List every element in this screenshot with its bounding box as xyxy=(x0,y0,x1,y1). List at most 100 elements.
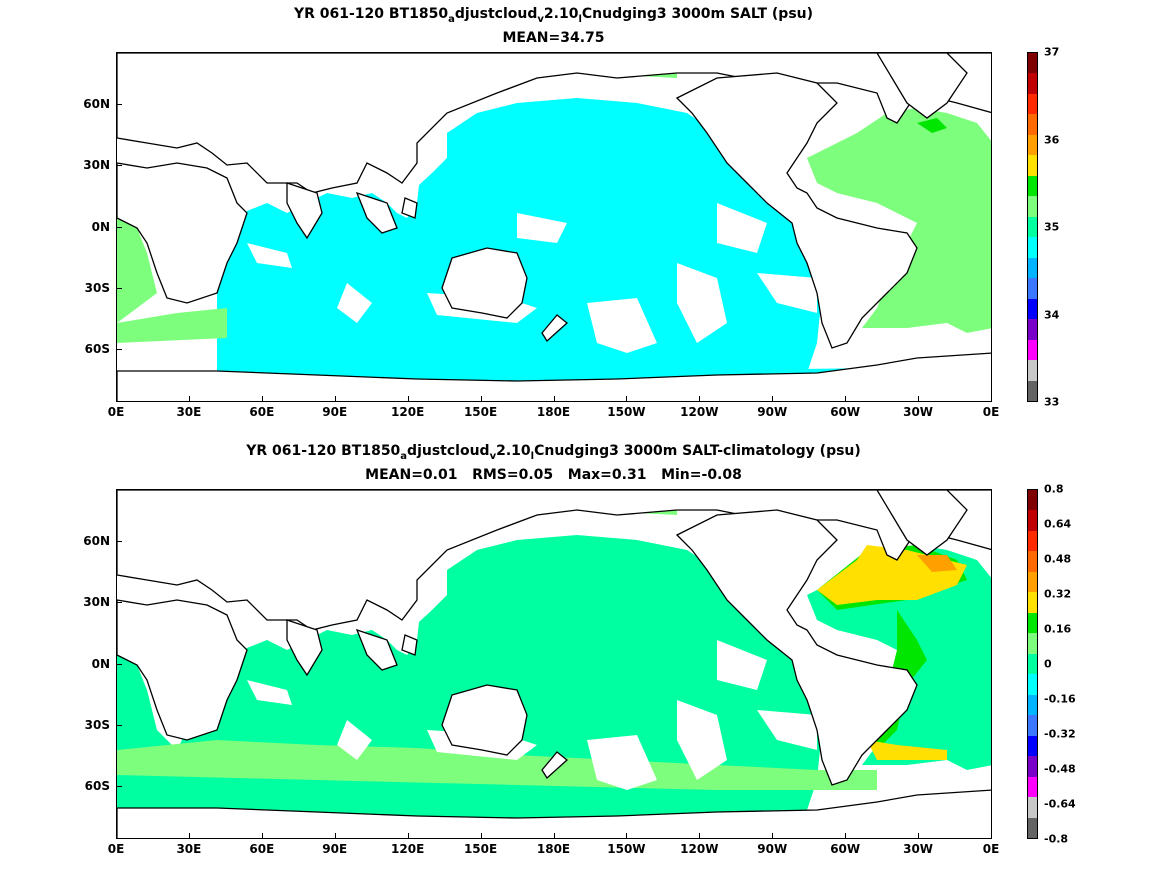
top-x-tick-label: 90E xyxy=(322,405,348,419)
bottom-x-tick xyxy=(334,833,336,839)
colorbar-swatch xyxy=(1028,237,1037,258)
colorbar-swatch xyxy=(1028,715,1037,736)
top-x-tick-label: 0E xyxy=(982,405,1000,419)
colorbar-label: -0.64 xyxy=(1044,797,1076,811)
top-y-tick-label: 0N xyxy=(91,220,110,234)
colorbar-swatch xyxy=(1028,114,1037,135)
colorbar-swatch xyxy=(1028,380,1037,401)
bottom-title: YR 061-120 BT1850adjustcloudv2.10lCnudgi… xyxy=(246,443,861,462)
bottom-x-tick-label: 90W xyxy=(757,842,788,856)
colorbar-swatch xyxy=(1028,633,1037,654)
colorbar-swatch xyxy=(1028,551,1037,572)
colorbar-swatch xyxy=(1028,339,1037,361)
colorbar-swatch xyxy=(1028,694,1037,716)
colorbar-label: 0.48 xyxy=(1044,552,1072,566)
top-x-tick xyxy=(918,396,920,402)
colorbar-swatch xyxy=(1028,257,1037,279)
bottom-x-tick-label: 120E xyxy=(391,842,425,856)
colorbar-swatch xyxy=(1028,319,1037,340)
bottom-x-tick xyxy=(188,833,190,839)
top-y-tick xyxy=(116,165,122,166)
colorbar-label: 0 xyxy=(1044,657,1052,671)
bottom-x-tick xyxy=(553,833,555,839)
top-map-svg xyxy=(117,53,991,401)
colorbar-swatch xyxy=(1028,216,1037,238)
top-x-tick-label: 30W xyxy=(903,405,934,419)
bottom-land xyxy=(117,490,991,838)
top-x-tick-label: 60E xyxy=(249,405,275,419)
top-x-tick-label: 0E xyxy=(107,405,125,419)
colorbar-swatch xyxy=(1028,510,1037,531)
top-x-tick xyxy=(407,396,409,402)
top-title: YR 061-120 BT1850adjustcloudv2.10lCnudgi… xyxy=(293,6,814,25)
bottom-x-tick xyxy=(699,833,701,839)
top-x-tick-label: 60W xyxy=(830,405,861,419)
colorbar-label: 0.32 xyxy=(1044,587,1072,601)
top-x-tick xyxy=(991,396,992,402)
top-y-tick xyxy=(116,288,122,289)
colorbar-swatch xyxy=(1028,674,1037,695)
top-x-tick xyxy=(116,396,117,402)
colorbar-label: -0.8 xyxy=(1044,832,1069,846)
colorbar-swatch xyxy=(1028,175,1037,197)
colorbar-swatch xyxy=(1028,571,1037,593)
colorbar-label: 37 xyxy=(1044,45,1060,59)
bottom-x-tick-label: 60W xyxy=(830,842,861,856)
bottom-y-tick-label: 60N xyxy=(83,534,110,548)
bottom-x-tick xyxy=(626,833,628,839)
top-x-tick xyxy=(480,396,482,402)
top-salinity-map xyxy=(116,52,992,402)
bottom-x-tick xyxy=(261,833,263,839)
colorbar-swatch xyxy=(1028,93,1037,115)
bottom-x-tick xyxy=(772,833,774,839)
colorbar-label: 0.8 xyxy=(1044,482,1064,496)
colorbar-label: 36 xyxy=(1044,133,1060,146)
bottom-y-tick xyxy=(116,725,122,726)
bottom-x-tick-label: 90E xyxy=(322,842,348,856)
top-y-tick-label: 60S xyxy=(84,342,110,356)
top-y-tick xyxy=(116,349,122,350)
bottom-x-tick-label: 60E xyxy=(249,842,275,856)
colorbar-label: -0.16 xyxy=(1044,692,1076,706)
bottom-y-tick xyxy=(116,664,122,665)
colorbar-swatch xyxy=(1028,73,1037,94)
bottom-anomaly-map xyxy=(116,489,992,839)
colorbar-swatch xyxy=(1028,298,1037,320)
colorbar-swatch xyxy=(1028,196,1037,217)
bottom-x-tick-label: 30E xyxy=(176,842,202,856)
top-x-tick-label: 120E xyxy=(391,405,425,419)
top-x-tick xyxy=(553,396,555,402)
top-x-tick xyxy=(334,396,336,402)
bottom-x-tick xyxy=(480,833,482,839)
bottom-x-tick-label: 0E xyxy=(107,842,125,856)
bottom-x-tick xyxy=(918,833,920,839)
top-y-tick xyxy=(116,104,122,105)
colorbar-swatch xyxy=(1028,756,1037,777)
top-x-tick xyxy=(261,396,263,402)
bottom-y-tick-label: 60S xyxy=(84,779,110,793)
colorbar-label: 0.16 xyxy=(1044,622,1072,636)
top-stats: MEAN=34.75 xyxy=(502,30,605,46)
top-x-tick xyxy=(699,396,701,402)
top-x-tick-label: 90W xyxy=(757,405,788,419)
colorbar-swatch xyxy=(1028,776,1037,798)
bottom-x-tick-label: 180E xyxy=(536,842,571,856)
top-x-tick-label: 150E xyxy=(463,405,498,419)
bottom-y-tick-label: 30S xyxy=(84,718,110,732)
colorbar-swatch xyxy=(1028,134,1037,156)
top-land xyxy=(117,53,991,401)
top-y-tick-label: 30N xyxy=(83,158,110,172)
bottom-x-tick-label: 0E xyxy=(982,842,1000,856)
bottom-x-tick-label: 150E xyxy=(463,842,498,856)
top-x-tick-label: 180E xyxy=(536,405,571,419)
bottom-y-tick-label: 30N xyxy=(83,595,110,609)
colorbar-swatch xyxy=(1028,53,1037,74)
top-x-tick xyxy=(772,396,774,402)
colorbar-swatch xyxy=(1028,278,1037,299)
bottom-y-tick xyxy=(116,786,122,787)
bottom-y-tick xyxy=(116,602,122,603)
colorbar-label: 34 xyxy=(1044,308,1060,321)
colorbar-label: 0.64 xyxy=(1044,517,1072,531)
bottom-x-tick xyxy=(407,833,409,839)
top-y-tick-label: 60N xyxy=(83,97,110,111)
